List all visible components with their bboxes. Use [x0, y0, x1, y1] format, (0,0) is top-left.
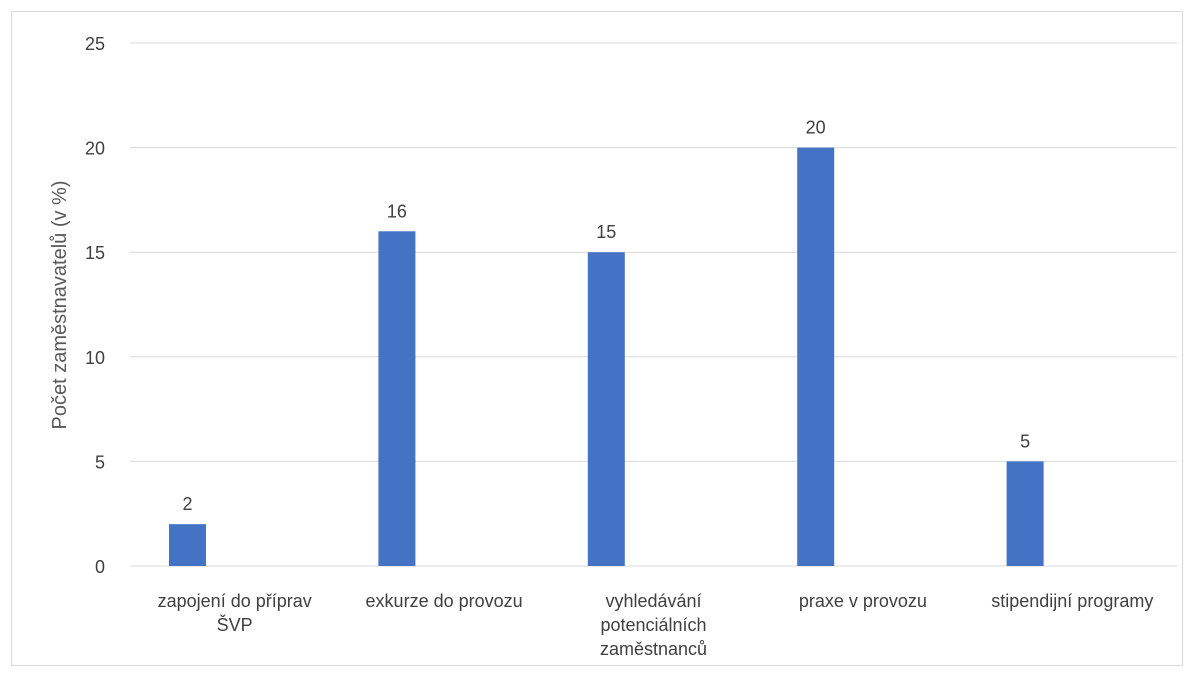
x-tick-label-line: stipendijní programy: [991, 591, 1153, 611]
x-tick-labels: zapojení do příprav ŠVP exkurze do provozu…: [158, 591, 1154, 659]
x-tick-label-line: vyhledávání: [605, 591, 701, 611]
data-labels: 2 16 15 20 5: [182, 118, 1030, 515]
x-tick-label: stipendijní programy: [991, 591, 1153, 611]
x-tick-label-line: exkurze do provozu: [366, 591, 523, 611]
bar: [169, 524, 206, 566]
x-tick-label: exkurze do provozu: [366, 591, 523, 611]
x-tick-label-line: potenciálních: [600, 615, 706, 635]
bar: [587, 252, 625, 566]
data-label: 20: [806, 118, 826, 138]
y-tick-labels: 0 5 10 15 20 25: [85, 34, 105, 577]
bar: [797, 147, 835, 566]
data-label: 5: [1020, 431, 1030, 451]
y-tick-label: 5: [95, 452, 105, 472]
y-axis-title: Počet zaměstnavatelů (v %): [49, 181, 71, 430]
x-tick-label: praxe v provozu: [799, 591, 927, 611]
y-tick-label: 15: [85, 243, 105, 263]
y-tick-label: 10: [85, 348, 105, 368]
data-label: 15: [596, 222, 616, 242]
grid-layer: [130, 42, 1177, 567]
x-tick-label-line: ŠVP: [217, 614, 253, 635]
y-tick-label: 0: [95, 557, 105, 577]
x-tick-label-line: praxe v provozu: [799, 591, 927, 611]
x-tick-label: zapojení do příprav ŠVP: [158, 591, 312, 635]
x-tick-label-line: zaměstnanců: [600, 639, 707, 659]
y-tick-label: 20: [85, 139, 105, 159]
x-tick-label: vyhledávání potenciálních zaměstnanců: [600, 591, 707, 659]
data-label: 16: [387, 201, 407, 221]
bar: [1006, 461, 1044, 566]
bars: [169, 147, 1044, 566]
data-label: 2: [182, 494, 192, 514]
x-tick-label-line: zapojení do příprav: [158, 591, 312, 611]
y-tick-label: 25: [85, 34, 105, 54]
bar: [378, 231, 416, 566]
